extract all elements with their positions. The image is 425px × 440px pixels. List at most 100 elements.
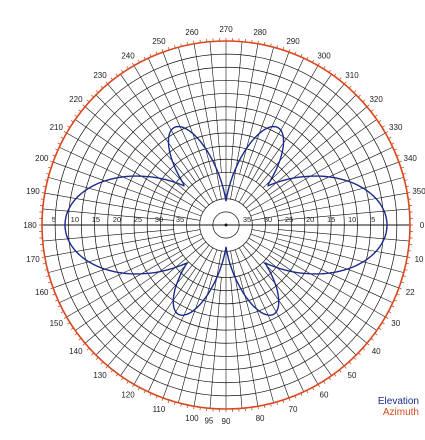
radial-tick-label: 5 [371, 215, 375, 224]
grid-spoke [193, 43, 222, 200]
azimuth-tick [132, 62, 135, 66]
legend-azimuth: Azimuth [382, 407, 419, 418]
angle-tick-label: 120 [121, 391, 135, 400]
azimuth-tick [115, 373, 119, 377]
azimuth-tick [396, 293, 400, 296]
azimuth-tick [63, 316, 67, 319]
angle-tick-label: 290 [286, 37, 300, 46]
azimuth-tick [348, 85, 352, 89]
grid-spoke [250, 233, 400, 289]
azimuth-tick [186, 404, 189, 408]
azimuth-tick [263, 42, 266, 46]
radial-tick-label: 20 [113, 215, 121, 224]
radial-tick-label: 5 [52, 215, 56, 224]
grid-spoke [234, 249, 290, 399]
grid-spoke [66, 132, 204, 213]
azimuth-tick [60, 311, 64, 314]
radial-tick-label: 15 [92, 215, 100, 224]
azimuth-tick [393, 299, 397, 302]
azimuth-tick [333, 373, 337, 377]
azimuth-tick [67, 125, 71, 128]
azimuth-tick [343, 81, 347, 85]
azimuth-tick [276, 401, 278, 405]
azimuth-tick [149, 392, 152, 396]
angle-tick-label: 40 [372, 347, 381, 356]
angle-tick-label: 60 [320, 391, 329, 400]
azimuth-tick [52, 293, 56, 296]
azimuth-tick [396, 154, 400, 157]
azimuth-tick [388, 136, 392, 139]
angle-tick-label: 10 [415, 255, 424, 264]
azimuth-tick [407, 192, 411, 194]
grid-spoke [107, 244, 210, 367]
angle-tick-label: 330 [389, 123, 403, 132]
azimuth-tick [328, 69, 331, 73]
azimuth-tick [100, 85, 104, 89]
grid-spoke [95, 94, 190, 189]
azimuth-tick [323, 380, 326, 384]
azimuth-tick [323, 66, 326, 70]
azimuth-tick [400, 281, 404, 284]
azimuth-tick [105, 81, 109, 85]
series-layer [39, 38, 413, 412]
grid-spoke [48, 238, 176, 273]
azimuth-tick [180, 43, 182, 47]
radial-tick-label: 25 [285, 215, 293, 224]
azimuth-tick [270, 43, 272, 47]
radial-tick-label: 35 [243, 215, 251, 224]
grid-spoke [242, 83, 345, 206]
angle-tick-label: 95 [204, 416, 213, 425]
azimuth-tick [338, 369, 342, 373]
grid-spoke [84, 106, 207, 209]
grid-spoke [278, 229, 410, 242]
angle-tick-label: 150 [50, 319, 64, 328]
angle-tick-label: 350 [412, 187, 425, 196]
grid-spoke [238, 65, 319, 203]
azimuth-tick [155, 395, 158, 399]
azimuth-tick [306, 390, 309, 394]
azimuth-tick [391, 142, 395, 145]
angle-tick-label: 200 [35, 154, 49, 163]
grid-spoke [209, 41, 222, 173]
angle-tick-label: 320 [369, 95, 383, 104]
azimuth-tick [48, 281, 52, 284]
azimuth-tick [270, 403, 272, 407]
azimuth-tick [95, 357, 99, 360]
grid-spoke [178, 47, 213, 175]
radial-tick-label: 30 [264, 215, 272, 224]
azimuth-tick [186, 42, 189, 46]
azimuth-tick [338, 77, 342, 81]
grid-spoke [44, 192, 201, 221]
grid-spoke [107, 83, 210, 206]
angle-tick-label: 250 [152, 37, 166, 46]
grid-spoke [247, 272, 305, 392]
azimuth-tick [385, 131, 389, 134]
azimuth-tick [405, 262, 409, 265]
azimuth-tick [400, 166, 404, 169]
azimuth-tick [126, 380, 129, 384]
azimuth-tick [121, 377, 124, 381]
grid-spoke [276, 177, 404, 212]
grid-spoke [248, 132, 386, 213]
grid-spoke [251, 229, 408, 258]
azimuth-tick [353, 357, 357, 360]
azimuth-tick [63, 131, 67, 134]
azimuth-tick [167, 399, 170, 403]
angle-tick-label: 230 [93, 71, 107, 80]
azimuth-tick [378, 120, 382, 123]
grid-spoke [247, 58, 305, 178]
azimuth-tick [328, 377, 331, 381]
grid-spoke [268, 254, 377, 331]
grid-spoke [251, 192, 408, 221]
grid-spoke [255, 267, 332, 376]
azimuth-tick [353, 90, 357, 93]
azimuth-tick [105, 365, 109, 369]
grid-spoke [42, 208, 174, 221]
angle-tick-label: 22 [406, 288, 415, 297]
grid-spoke [273, 246, 393, 304]
azimuth-tick [46, 275, 50, 277]
angle-labels: 0 10 22 30 40 50 60 70 80 90 95 100 110 120 130 140 150 1… [23, 25, 425, 426]
center-point [224, 223, 228, 227]
grid-spoke [273, 146, 393, 204]
